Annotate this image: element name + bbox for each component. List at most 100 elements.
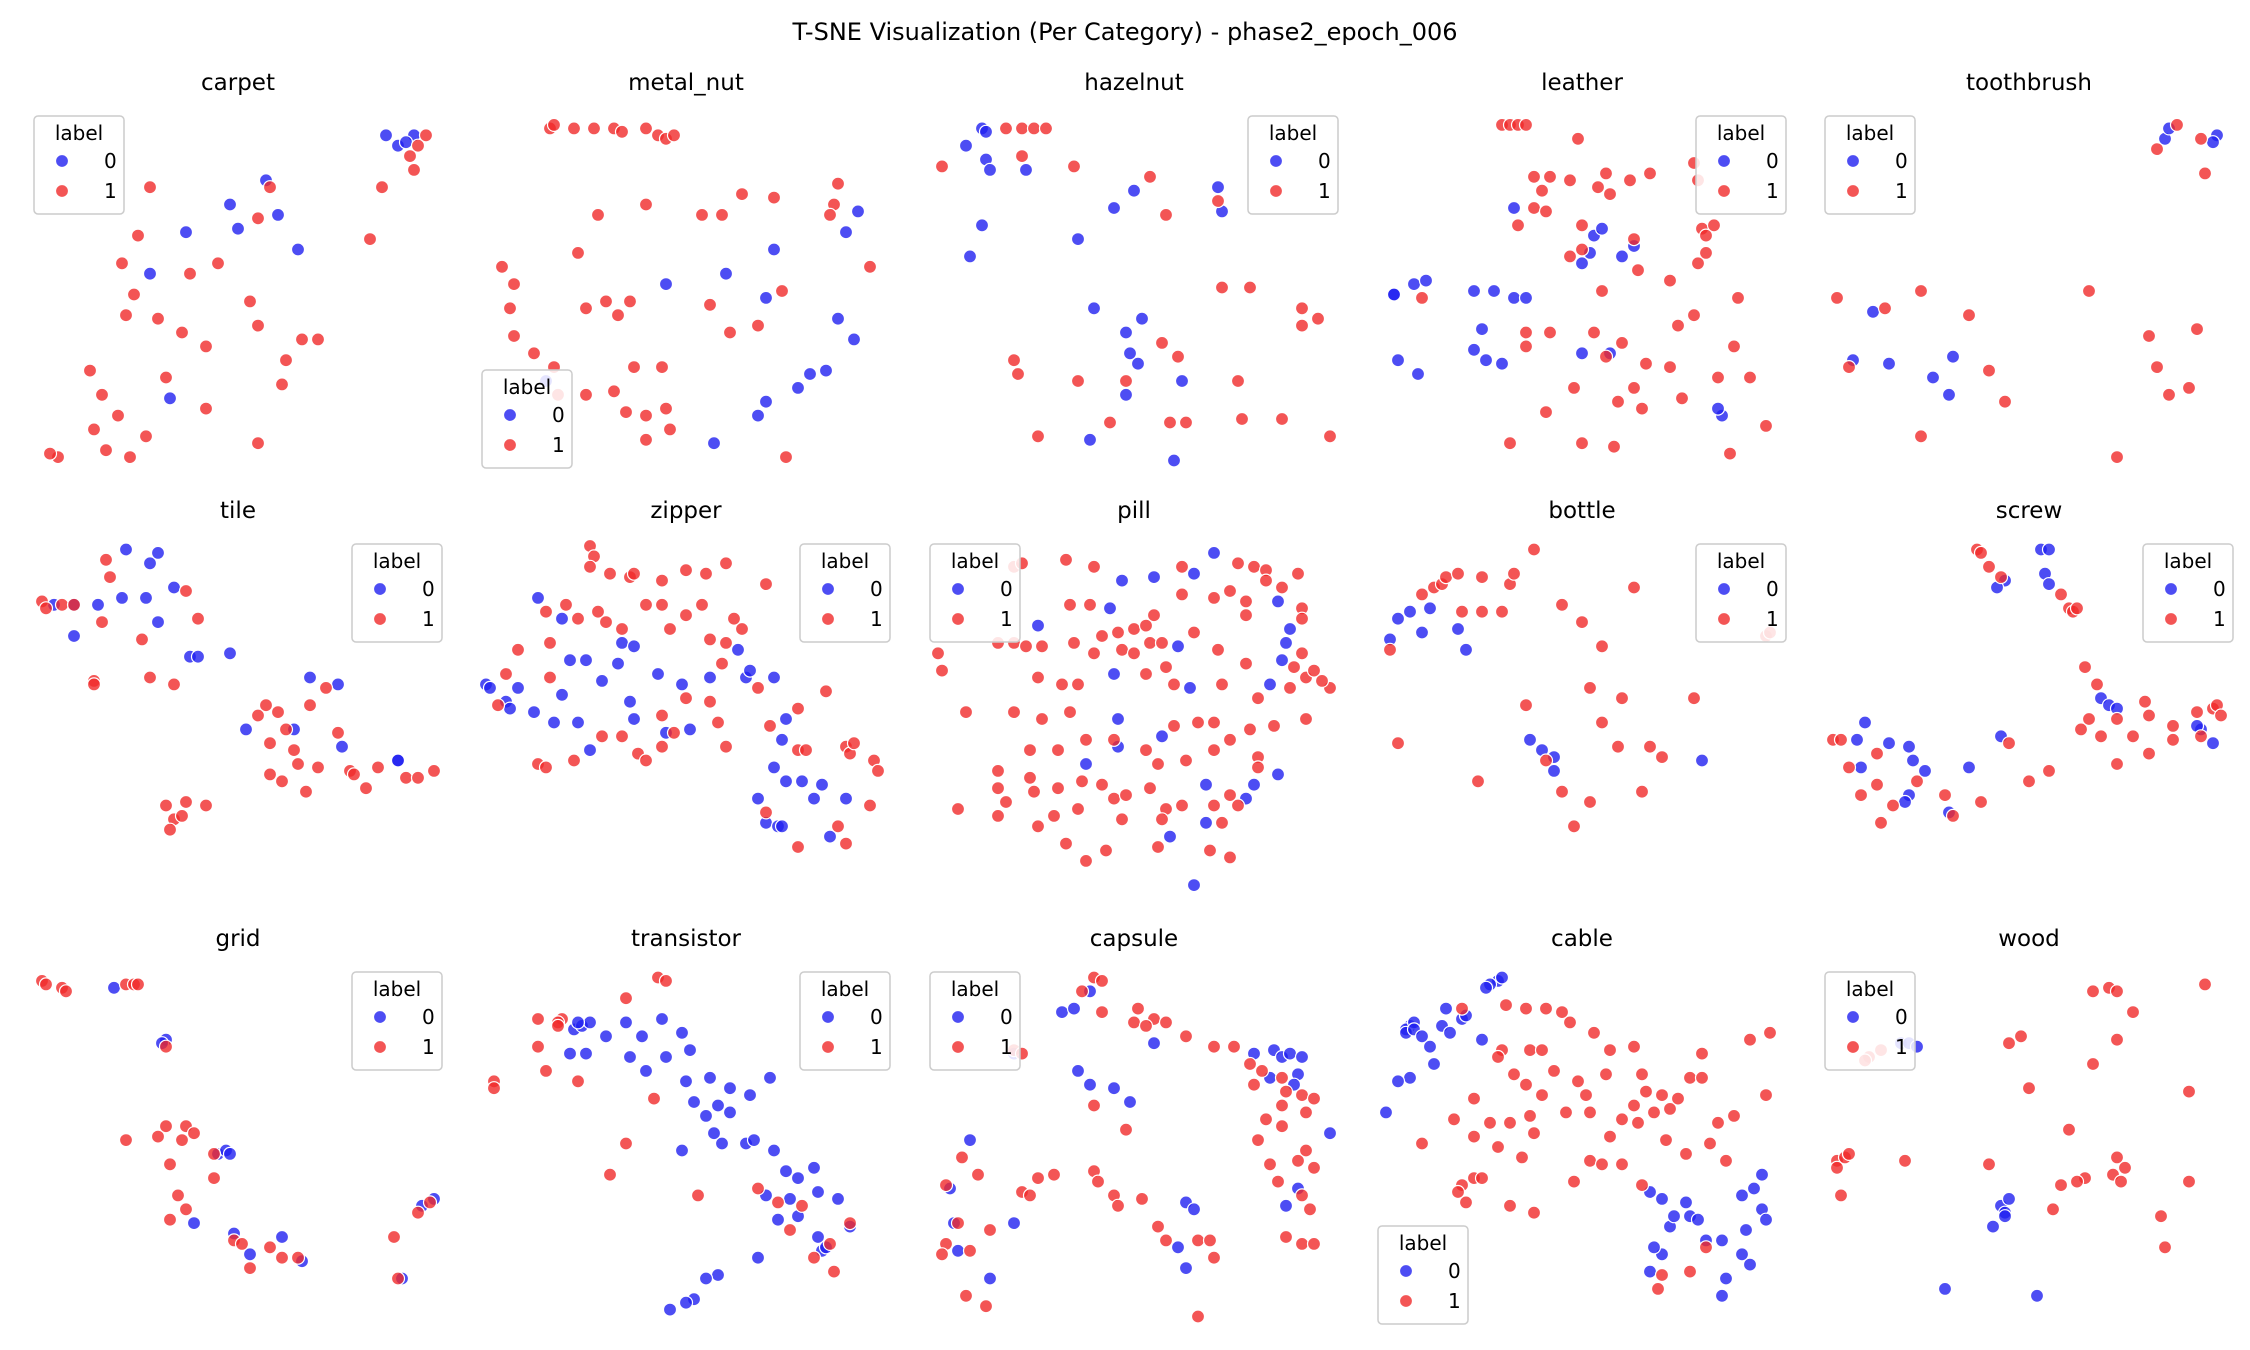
- scatter-point: [1322, 429, 1338, 444]
- scatter-point: [1502, 1198, 1518, 1213]
- scatter-point: [1981, 363, 1997, 378]
- scatter-point: [66, 628, 82, 644]
- scatter-point: [1526, 1205, 1542, 1220]
- subplot-title: grid: [215, 926, 260, 952]
- scatter-point: [2045, 1202, 2061, 1217]
- scatter-point: [2197, 166, 2213, 181]
- scatter-point: [610, 308, 626, 323]
- scatter-point: [1829, 1160, 1845, 1175]
- scatter-point: [1586, 325, 1602, 340]
- scatter-point: [1178, 1029, 1194, 1044]
- series-1: [1414, 997, 1778, 1297]
- scatter-point: [222, 1146, 238, 1162]
- scatter-point: [766, 1143, 782, 1158]
- scatter-point: [1206, 590, 1222, 606]
- scatter-point: [790, 380, 806, 395]
- scatter-point: [1634, 784, 1650, 799]
- scatter-point: [1022, 1188, 1038, 1203]
- scatter-point: [178, 583, 194, 599]
- scatter-point: [1626, 1098, 1642, 1113]
- scatter-point: [590, 207, 606, 222]
- scatter-point: [1730, 290, 1746, 305]
- scatter-point: [2013, 1029, 2029, 1044]
- scatter-point: [1526, 200, 1542, 216]
- legend-label: 1: [2213, 607, 2226, 631]
- scatter-point: [614, 124, 630, 139]
- scatter-point: [482, 680, 498, 696]
- scatter-point: [1614, 691, 1630, 706]
- scatter-point: [1158, 1233, 1174, 1248]
- scatter-point: [1134, 311, 1150, 326]
- scatter-point: [1010, 366, 1026, 382]
- scatter-point: [658, 1049, 674, 1065]
- scatter-point: [1250, 760, 1266, 775]
- scatter-point: [526, 704, 542, 720]
- scatter-point: [1897, 794, 1913, 810]
- scatter-point: [1454, 604, 1470, 619]
- scatter-point: [846, 736, 862, 751]
- scatter-point: [410, 138, 426, 153]
- scatter-point: [1146, 1036, 1162, 1051]
- scatter-point: [1829, 290, 1845, 305]
- scatter-point: [838, 836, 854, 851]
- scatter-point: [1582, 794, 1598, 810]
- scatter-point: [1554, 1004, 1570, 1020]
- scatter-point: [774, 732, 790, 747]
- scatter-point: [390, 753, 406, 768]
- scatter-point: [242, 294, 258, 309]
- scatter-point: [1294, 318, 1310, 333]
- scatter-point: [1126, 646, 1142, 661]
- scatter-point: [1622, 173, 1638, 188]
- scatter-point: [530, 1039, 546, 1054]
- scatter-point: [678, 1074, 694, 1089]
- scatter-point: [618, 991, 634, 1006]
- scatter-point: [1070, 677, 1086, 692]
- scatter-point: [242, 1260, 258, 1276]
- scatter-point: [1098, 843, 1114, 858]
- legend-title: label: [1399, 1231, 1447, 1255]
- scatter-point: [1518, 117, 1534, 133]
- legend-title: label: [373, 977, 421, 1001]
- scatter-point: [1054, 677, 1070, 692]
- scatter-point: [1418, 273, 1434, 288]
- scatter-point: [1070, 232, 1086, 247]
- scatter-point: [1202, 843, 1218, 858]
- scatter-point: [1382, 642, 1398, 657]
- scatter-point: [766, 760, 782, 775]
- scatter-point: [746, 1132, 762, 1148]
- scatter-point: [958, 704, 974, 720]
- scatter-point: [638, 432, 654, 447]
- scatter-point: [370, 760, 386, 775]
- scatter-point: [98, 443, 114, 458]
- scatter-point: [162, 391, 178, 406]
- scatter-point: [1206, 1039, 1222, 1054]
- scatter-point: [982, 162, 998, 177]
- scatter-point: [138, 590, 154, 606]
- scatter-point: [2149, 142, 2165, 157]
- series-1: [934, 121, 1338, 444]
- scatter-point: [190, 649, 206, 664]
- scatter-point: [1294, 301, 1310, 316]
- scatter-point: [1274, 1119, 1290, 1134]
- scatter-point: [158, 798, 174, 813]
- subplot-title: bottle: [1548, 498, 1615, 524]
- scatter-point: [502, 301, 518, 316]
- scatter-point: [2205, 736, 2221, 751]
- scatter-point: [1718, 1153, 1734, 1168]
- scatter-point: [1290, 1153, 1306, 1168]
- scatter-point: [1210, 193, 1226, 209]
- scatter-point: [778, 1164, 794, 1179]
- scatter-point: [158, 1119, 174, 1134]
- scatter-point: [578, 387, 594, 402]
- series-0: [1893, 1036, 2045, 1303]
- scatter-point: [258, 698, 274, 713]
- scatter-point: [1214, 677, 1230, 692]
- scatter-point: [1054, 1004, 1070, 1020]
- scatter-point: [1306, 1091, 1322, 1106]
- scatter-point: [1626, 1039, 1642, 1054]
- scatter-point: [1690, 1212, 1706, 1227]
- scatter-point: [118, 308, 134, 323]
- scatter-point: [182, 266, 198, 281]
- scatter-point: [1506, 566, 1522, 581]
